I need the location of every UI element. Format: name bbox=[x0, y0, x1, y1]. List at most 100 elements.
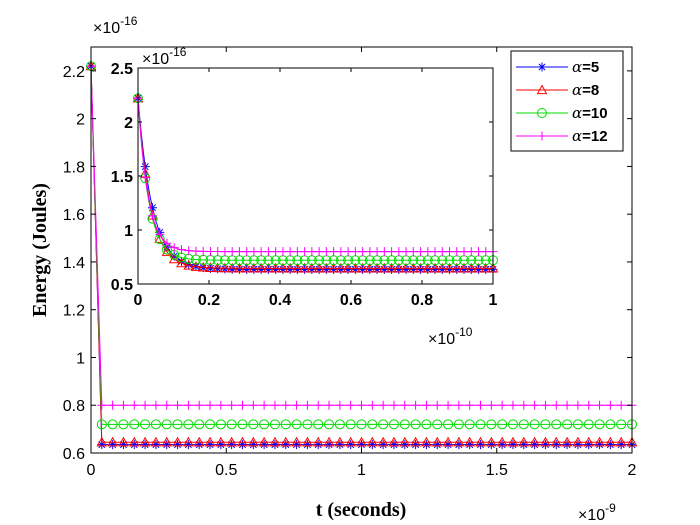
main-point bbox=[280, 436, 292, 447]
main-point bbox=[292, 400, 302, 410]
main-point bbox=[443, 440, 453, 450]
main-point bbox=[140, 440, 150, 450]
inset-x-exponent-power: -10 bbox=[455, 325, 473, 339]
main-point bbox=[616, 400, 626, 410]
inset-point bbox=[300, 264, 310, 274]
main-point bbox=[150, 419, 161, 430]
main-point bbox=[584, 440, 594, 450]
inset-point bbox=[299, 262, 310, 273]
inset-x-tick-label: 0.6 bbox=[340, 292, 362, 309]
main-point bbox=[519, 440, 529, 450]
inset-point bbox=[357, 262, 368, 273]
inset-point bbox=[387, 264, 397, 274]
main-point bbox=[476, 400, 486, 410]
main-point bbox=[572, 436, 584, 447]
main-point bbox=[291, 419, 302, 430]
main-point bbox=[194, 400, 204, 410]
main-point bbox=[215, 419, 226, 430]
main-point bbox=[605, 400, 615, 410]
inset-point bbox=[313, 262, 325, 273]
main-point bbox=[108, 440, 118, 450]
main-point bbox=[118, 400, 128, 410]
main-point bbox=[508, 440, 518, 450]
inset-point bbox=[459, 264, 469, 274]
inset-point bbox=[321, 262, 332, 273]
main-point bbox=[345, 419, 356, 430]
main-point bbox=[562, 419, 573, 430]
main-point bbox=[345, 436, 357, 447]
inset-point bbox=[176, 256, 186, 266]
main-point bbox=[128, 436, 140, 447]
inset-series-line-3 bbox=[137, 98, 493, 261]
main-point bbox=[204, 436, 216, 447]
main-point bbox=[258, 436, 270, 447]
inset-point bbox=[242, 264, 252, 274]
main-point bbox=[389, 400, 399, 410]
main-point bbox=[280, 419, 291, 430]
inset-point bbox=[358, 264, 368, 274]
main-x-exponent: ×10-9 bbox=[578, 501, 616, 524]
inset-point bbox=[371, 262, 383, 273]
inset-ticks-group: 0 0.2 0.4 0.6 0.8 1 0.5 1 1.5 2 2.5 bbox=[111, 61, 498, 309]
main-point bbox=[378, 400, 388, 410]
legend-entry-1: α=5 bbox=[516, 58, 599, 76]
main-point bbox=[97, 440, 107, 450]
main-point bbox=[96, 419, 107, 430]
main-point bbox=[540, 400, 550, 410]
main-point bbox=[281, 400, 291, 410]
main-point bbox=[97, 400, 107, 410]
inset-x-tick-label: 0.2 bbox=[198, 292, 220, 309]
main-point bbox=[595, 400, 605, 410]
main-point bbox=[194, 440, 204, 450]
main-point bbox=[594, 419, 605, 430]
inset-point bbox=[213, 264, 223, 274]
inset-point bbox=[481, 264, 491, 274]
inset-axes: 0 0.2 0.4 0.6 0.8 1 0.5 1 1.5 2 2.5 bbox=[111, 61, 499, 309]
inset-point bbox=[292, 264, 302, 274]
main-point bbox=[377, 436, 389, 447]
inset-point bbox=[422, 262, 434, 273]
main-point bbox=[411, 400, 421, 410]
main-point bbox=[518, 436, 530, 447]
inset-x-multiplier: ×10 bbox=[428, 331, 455, 348]
inset-point bbox=[227, 264, 237, 274]
main-point bbox=[410, 419, 421, 430]
main-point bbox=[227, 400, 237, 410]
main-point bbox=[183, 419, 194, 430]
inset-point bbox=[205, 262, 216, 272]
main-point bbox=[389, 440, 399, 450]
main-point bbox=[118, 436, 129, 447]
main-point bbox=[550, 436, 562, 447]
main-point bbox=[162, 400, 172, 410]
main-x-axis-label: t (seconds) bbox=[316, 499, 407, 521]
main-point bbox=[562, 400, 572, 410]
inset-point bbox=[220, 264, 230, 274]
main-point bbox=[193, 436, 205, 447]
inset-y-exponent-power: -16 bbox=[169, 45, 187, 59]
legend-label: α=8 bbox=[572, 81, 599, 99]
inset-point bbox=[436, 262, 448, 273]
inset-point bbox=[314, 264, 324, 274]
inset-point bbox=[169, 243, 179, 253]
main-point bbox=[496, 436, 508, 447]
inset-point bbox=[176, 257, 187, 268]
main-point bbox=[476, 440, 486, 450]
inset-point bbox=[378, 262, 390, 273]
main-point bbox=[411, 440, 421, 450]
main-point bbox=[551, 440, 561, 450]
main-point bbox=[432, 440, 442, 450]
inset-point bbox=[465, 262, 477, 273]
inset-point bbox=[336, 264, 346, 274]
main-point bbox=[237, 440, 247, 450]
main-point bbox=[530, 440, 540, 450]
main-point bbox=[356, 419, 367, 430]
inset-point bbox=[212, 262, 224, 273]
inset-y-tick-label: 2.5 bbox=[111, 61, 133, 78]
main-point bbox=[519, 400, 529, 410]
main-point bbox=[367, 419, 378, 430]
main-point bbox=[108, 400, 118, 410]
main-point bbox=[540, 436, 551, 447]
inset-point bbox=[451, 262, 463, 273]
main-point bbox=[140, 400, 150, 410]
